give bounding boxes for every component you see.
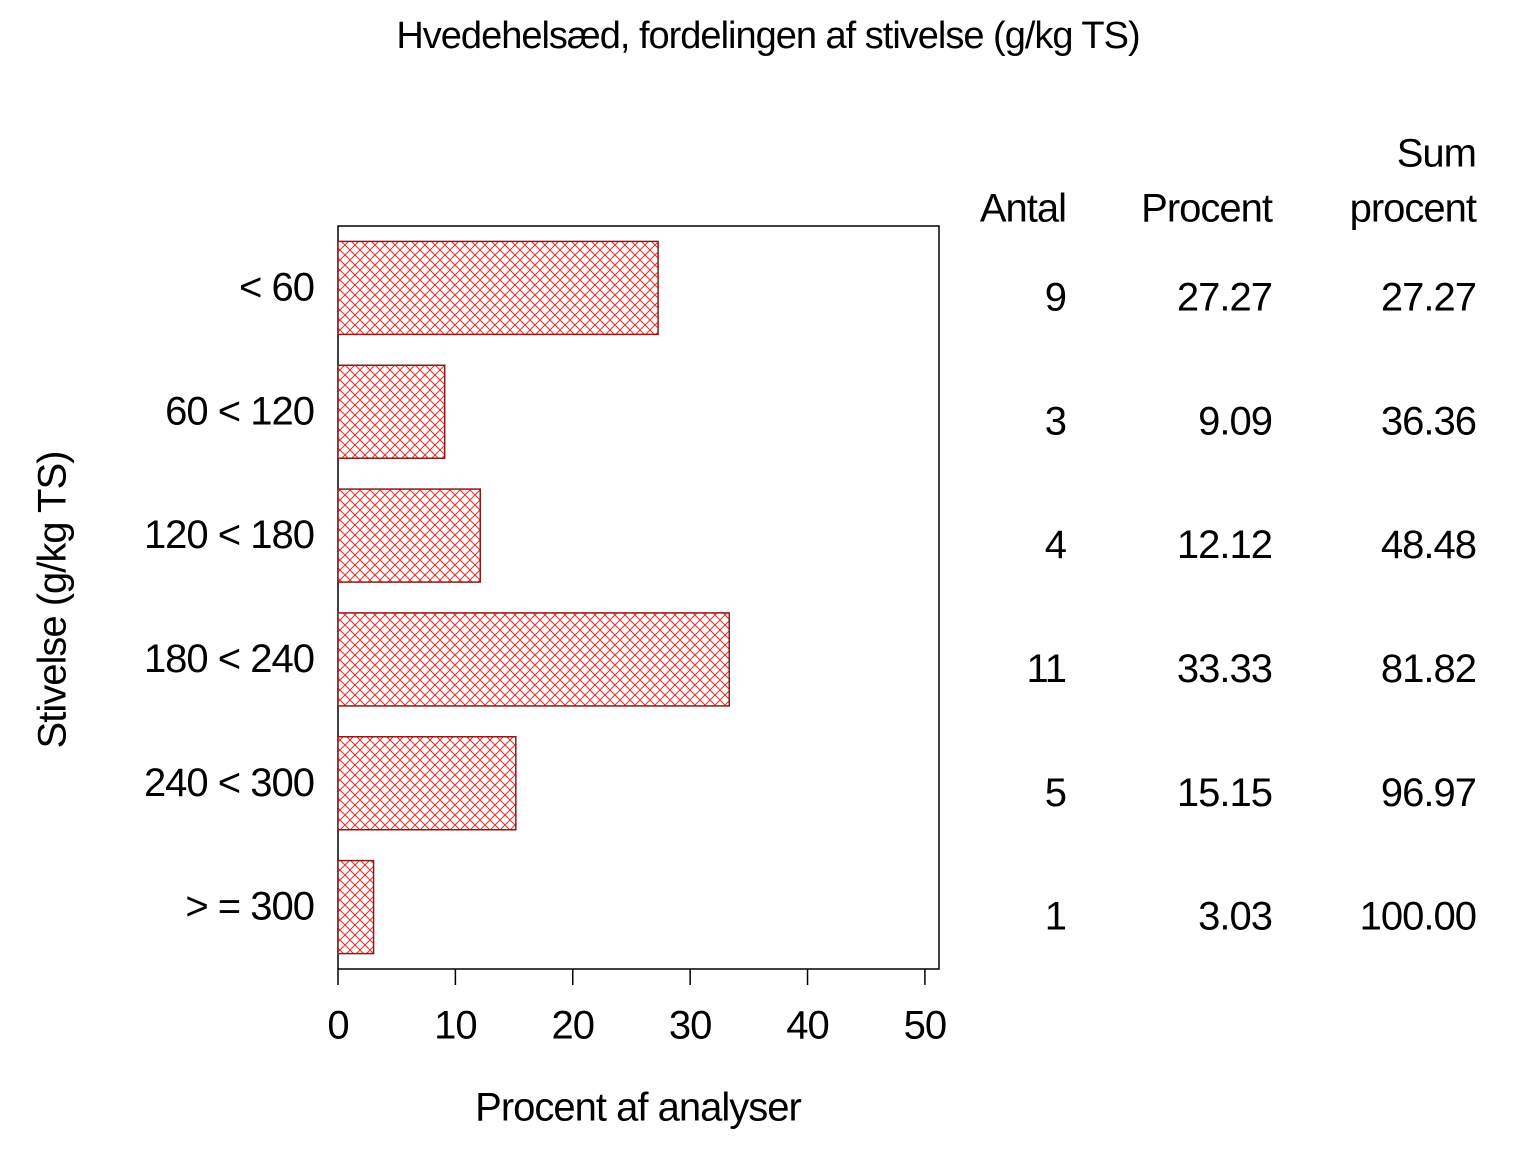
table-cell: 12.12 (1177, 523, 1272, 567)
table-header: Procent (1141, 187, 1273, 231)
table-cell: 4 (1045, 523, 1067, 567)
table-cell: 11 (1026, 647, 1066, 691)
table-header: Sum (1397, 132, 1476, 176)
table-cell: 3 (1045, 399, 1066, 443)
table-cell: 1 (1045, 895, 1066, 939)
x-axis-label: Procent af analyser (475, 1086, 801, 1130)
table-header: procent (1350, 187, 1477, 231)
x-tick-label: 0 (327, 1004, 348, 1048)
table-cell: 5 (1045, 771, 1066, 815)
y-tick-label: 60 < 120 (165, 389, 314, 433)
y-tick-label: 180 < 240 (144, 637, 314, 681)
bar (337, 612, 730, 707)
table-cell: 9 (1045, 275, 1066, 319)
table-cell: 3.03 (1198, 895, 1272, 939)
table-cell: 27.27 (1381, 275, 1476, 319)
table-cell: 33.33 (1177, 647, 1272, 691)
table-cell: 27.27 (1177, 275, 1272, 319)
table-cell: 9.09 (1198, 399, 1272, 443)
y-tick-label: < 60 (239, 265, 314, 309)
y-tick-label: 240 < 300 (144, 761, 314, 805)
y-tick-label: 120 < 180 (144, 513, 314, 557)
bar (337, 240, 659, 336)
y-axis-label: Stivelse (g/kg TS) (31, 452, 75, 749)
table-cell: 81.82 (1381, 647, 1476, 691)
x-tick-label: 10 (434, 1004, 477, 1048)
table-cell: 36.36 (1381, 399, 1476, 443)
bar (337, 488, 482, 583)
table-cell: 100.00 (1360, 895, 1476, 939)
table-cell: 15.15 (1177, 771, 1272, 815)
chart-title: Hvedehelsæd, fordelingen af stivelse (g/… (396, 15, 1139, 57)
bar (337, 859, 375, 955)
table-header: Antal (980, 187, 1066, 231)
plot-frame (337, 225, 940, 970)
x-tick-label: 50 (904, 1004, 947, 1048)
x-tick-label: 40 (786, 1004, 829, 1048)
table-cell: 96.97 (1381, 771, 1476, 815)
bar (337, 736, 517, 831)
y-tick-label: > = 300 (185, 885, 314, 929)
x-tick-label: 30 (669, 1004, 712, 1048)
bar (337, 364, 446, 459)
table-cell: 48.48 (1381, 523, 1476, 567)
x-tick-label: 20 (552, 1004, 595, 1048)
